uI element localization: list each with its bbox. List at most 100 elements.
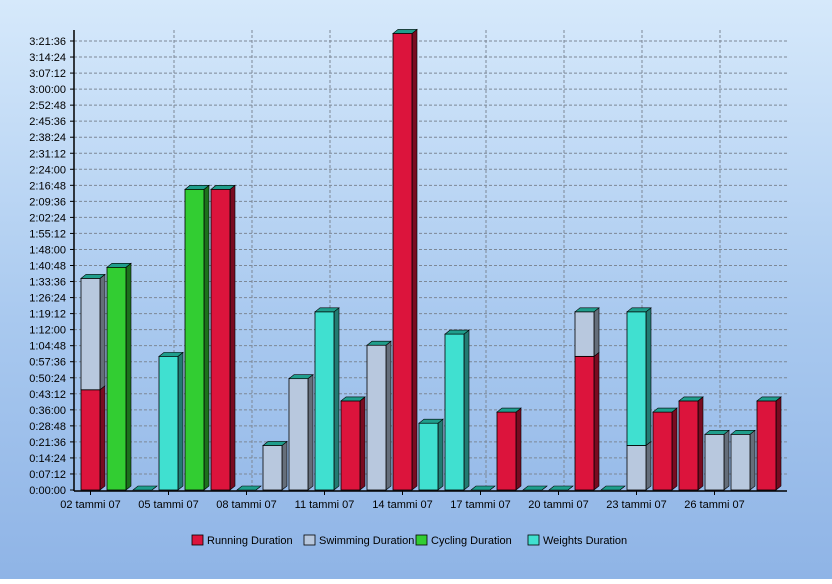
x-tick-label: 23 tammi 07 bbox=[606, 499, 667, 511]
y-tick-label: 1:04:48 bbox=[29, 341, 66, 353]
bar-segment bbox=[288, 374, 314, 491]
y-tick-label: 0:36:00 bbox=[29, 405, 66, 417]
legend-item: Cycling Duration bbox=[415, 534, 512, 547]
legend-label: Running Duration bbox=[207, 535, 293, 547]
bar-top bbox=[236, 485, 262, 491]
bar-front bbox=[678, 400, 699, 491]
bar-front bbox=[366, 344, 387, 491]
y-tick-label: 2:02:24 bbox=[29, 212, 66, 224]
bar-front bbox=[704, 433, 725, 491]
bar-front bbox=[340, 400, 361, 491]
bar-segment bbox=[626, 307, 652, 447]
bar-front bbox=[314, 311, 335, 491]
y-tick-label: 1:40:48 bbox=[29, 261, 66, 273]
bar-segment bbox=[600, 485, 626, 491]
bars bbox=[80, 28, 782, 491]
bar-top bbox=[444, 329, 470, 335]
y-tick-label: 0:50:24 bbox=[29, 373, 66, 385]
y-tick-label: 0:07:12 bbox=[29, 469, 66, 481]
axes bbox=[73, 30, 787, 492]
bar-front bbox=[626, 445, 647, 491]
bar-side bbox=[463, 329, 470, 491]
x-tick-label: 08 tammi 07 bbox=[216, 499, 277, 511]
bar-side bbox=[437, 418, 444, 491]
bar-side bbox=[203, 184, 210, 491]
bar-top bbox=[288, 374, 314, 379]
bar-segment bbox=[470, 485, 496, 491]
bar-side bbox=[229, 184, 236, 491]
bar-front bbox=[652, 411, 673, 491]
bar-side bbox=[307, 374, 314, 491]
bar-front bbox=[262, 445, 283, 491]
bar-top bbox=[704, 430, 730, 435]
bar-side bbox=[697, 396, 704, 491]
bar-top bbox=[548, 485, 574, 491]
bar-front bbox=[106, 266, 127, 491]
bar-top bbox=[756, 396, 782, 402]
bar-segment bbox=[236, 485, 262, 491]
bar-side bbox=[775, 396, 782, 491]
bar-segment bbox=[522, 485, 548, 491]
y-tick-label: 2:38:24 bbox=[29, 132, 66, 144]
bar-front bbox=[574, 311, 595, 357]
x-tick-label: 20 tammi 07 bbox=[528, 499, 589, 511]
bar-side bbox=[593, 307, 600, 357]
bar-top bbox=[80, 274, 106, 279]
bar-segment bbox=[314, 307, 340, 491]
bar-side bbox=[671, 407, 678, 491]
bar-top bbox=[574, 307, 600, 313]
y-tick-label: 2:45:36 bbox=[29, 116, 66, 128]
bar-segment bbox=[704, 429, 730, 491]
bar-side bbox=[281, 440, 288, 491]
bar-side bbox=[645, 440, 652, 491]
x-tick-label: 02 tammi 07 bbox=[60, 499, 121, 511]
bar-top bbox=[496, 407, 522, 413]
bar-segment bbox=[210, 184, 236, 491]
bar-segment bbox=[652, 407, 678, 491]
bar-side bbox=[385, 340, 392, 491]
y-tick-label: 2:16:48 bbox=[29, 180, 66, 192]
bar-segment bbox=[574, 351, 600, 491]
bar-segment bbox=[548, 485, 574, 491]
bar-side bbox=[177, 351, 184, 491]
bar-segment bbox=[80, 273, 106, 391]
legend-item: Swimming Duration bbox=[303, 534, 414, 547]
bar-front bbox=[184, 188, 205, 491]
x-tick-label: 17 tammi 07 bbox=[450, 499, 511, 511]
y-tick-label: 0:21:36 bbox=[29, 437, 66, 449]
bar-front bbox=[626, 311, 647, 446]
bar-top bbox=[392, 29, 418, 34]
bar-front bbox=[288, 378, 309, 491]
bar-segment bbox=[626, 440, 652, 491]
bar-top bbox=[522, 485, 548, 491]
bar-side bbox=[749, 429, 756, 491]
legend-label: Cycling Duration bbox=[431, 535, 512, 547]
bar-segment bbox=[444, 329, 470, 491]
y-tick-label: 3:14:24 bbox=[29, 52, 66, 64]
bar-segment bbox=[80, 385, 106, 491]
bar-side bbox=[333, 307, 340, 491]
legend: Running Duration Swimming Duration Cycling… bbox=[191, 534, 627, 547]
y-tick-label: 3:07:12 bbox=[29, 68, 66, 80]
bar-segment bbox=[132, 485, 158, 491]
bar-front bbox=[392, 33, 413, 491]
bar-side bbox=[125, 262, 132, 491]
y-tick-label: 2:09:36 bbox=[29, 196, 66, 208]
legend-item: Weights Duration bbox=[527, 534, 627, 547]
y-tick-label: 0:00:00 bbox=[29, 485, 66, 497]
y-tick-label: 2:52:48 bbox=[29, 100, 66, 112]
x-tick-label: 26 tammi 07 bbox=[684, 499, 745, 511]
bar-top bbox=[626, 307, 652, 313]
y-tick-label: 0:28:48 bbox=[29, 421, 66, 433]
bar-top bbox=[366, 340, 392, 346]
bar-segment bbox=[678, 396, 704, 491]
x-tick-label: 11 tammi 07 bbox=[295, 499, 355, 511]
bar-top bbox=[600, 485, 626, 491]
y-tick-label: 0:43:12 bbox=[29, 389, 66, 401]
bar-segment bbox=[366, 340, 392, 491]
bar-side bbox=[645, 307, 652, 447]
bar-top bbox=[184, 185, 210, 190]
y-tick-label: 1:19:12 bbox=[29, 309, 66, 321]
x-tick-label: 05 tammi 07 bbox=[138, 499, 199, 511]
